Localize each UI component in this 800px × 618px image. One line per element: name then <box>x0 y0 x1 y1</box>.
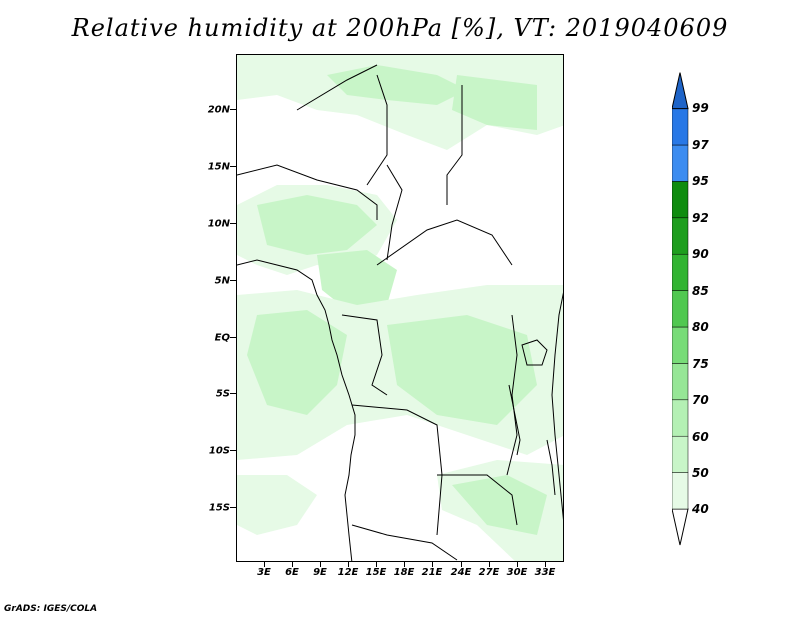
lat-label-5n: 5N <box>214 275 230 287</box>
colorbar-label-85: 85 <box>692 284 709 298</box>
colorbar <box>672 72 689 546</box>
lon-label-18e: 18E <box>393 567 415 578</box>
colorbar-label-97: 97 <box>692 138 709 152</box>
lon-label-9e: 9E <box>313 567 327 578</box>
lat-label-10n: 10N <box>207 218 230 230</box>
colorbar-label-80: 80 <box>692 320 709 334</box>
map-panel <box>236 54 564 562</box>
lon-label-30e: 30E <box>506 567 528 578</box>
colorbar-label-75: 75 <box>692 357 709 371</box>
humidity-area-west-core <box>257 195 377 255</box>
humidity-area-south-core <box>452 475 547 535</box>
country-borders <box>237 64 563 561</box>
colorbar-label-95: 95 <box>692 174 709 188</box>
lat-tick <box>230 337 236 338</box>
lon-label-3e: 3E <box>257 567 271 578</box>
colorbar-segment-85 <box>672 253 689 291</box>
lat-tick <box>230 450 236 451</box>
lat-label-20n: 20N <box>207 104 230 116</box>
border-egypt <box>446 85 463 205</box>
lat-label-5s: 5S <box>215 388 230 400</box>
colorbar-segment-95 <box>672 144 689 182</box>
colorbar-label-60: 60 <box>692 430 709 444</box>
colorbar-segment-50 <box>672 435 689 473</box>
colorbar-segment-90 <box>672 217 689 255</box>
lon-label-27e: 27E <box>478 567 500 578</box>
lon-label-15e: 15E <box>365 567 387 578</box>
lon-tick <box>461 562 462 567</box>
border-congo <box>341 314 388 396</box>
border-angola <box>351 404 443 536</box>
lon-tick <box>404 562 405 567</box>
humidity-area-southwest <box>237 475 317 535</box>
border-chad-north <box>366 74 388 186</box>
coastline-west-africa <box>237 259 356 561</box>
border-libya <box>296 64 378 111</box>
humidity-area-congo <box>387 315 537 425</box>
lon-tick <box>489 562 490 567</box>
humidity-area-central-core <box>247 310 347 415</box>
lon-tick <box>264 562 265 567</box>
lon-tick <box>545 562 546 567</box>
lon-label-6e: 6E <box>285 567 299 578</box>
colorbar-label-90: 90 <box>692 247 709 261</box>
colorbar-segment-97 <box>672 108 689 146</box>
coastline-east-africa <box>551 292 563 521</box>
colorbar-segment-80 <box>672 290 689 328</box>
lon-label-21e: 21E <box>421 567 443 578</box>
lat-tick <box>230 166 236 167</box>
colorbar-label-40: 40 <box>692 502 709 516</box>
lon-label-24e: 24E <box>450 567 472 578</box>
colorbar-label-92: 92 <box>692 211 709 225</box>
lon-label-33e: 33E <box>534 567 556 578</box>
colorbar-segment-75 <box>672 326 689 364</box>
colorbar-label-50: 50 <box>692 466 709 480</box>
humidity-shading <box>237 55 563 561</box>
lake-malawi <box>546 439 556 496</box>
lat-label-eq: EQ <box>214 332 230 344</box>
lat-tick <box>230 223 236 224</box>
colorbar-segment-40 <box>672 472 689 510</box>
lon-tick <box>320 562 321 567</box>
grads-credit: GrADS: IGES/COLA <box>4 604 98 614</box>
border-car <box>376 219 513 266</box>
humidity-area-north-core <box>327 65 467 105</box>
lon-tick <box>432 562 433 567</box>
lat-tick <box>230 109 236 110</box>
humidity-map <box>237 55 563 561</box>
lat-tick <box>230 280 236 281</box>
border-drc-east <box>506 314 518 476</box>
colorbar-segment-92 <box>672 181 689 219</box>
colorbar-label-99: 99 <box>692 101 709 115</box>
lon-tick <box>348 562 349 567</box>
lon-tick <box>517 562 518 567</box>
colorbar-label-70: 70 <box>692 393 709 407</box>
lat-label-10s: 10S <box>208 445 230 457</box>
lat-tick <box>230 507 236 508</box>
chart-title: Relative humidity at 200hPa [%], VT: 201… <box>71 14 729 42</box>
lat-tick <box>230 393 236 394</box>
lon-tick <box>376 562 377 567</box>
colorbar-segment-60 <box>672 399 689 437</box>
border-namibia <box>351 524 458 561</box>
border-sahel <box>237 164 378 220</box>
colorbar-segment-70 <box>672 363 689 401</box>
colorbar-segment-above-99 <box>672 72 689 110</box>
border-chad-sudan <box>386 164 403 261</box>
lake-tanganyika <box>508 384 521 456</box>
lat-label-15s: 15S <box>208 502 230 514</box>
lon-tick <box>292 562 293 567</box>
border-zambia <box>437 474 518 526</box>
lake-victoria <box>521 339 548 366</box>
colorbar-segment-below-40 <box>672 508 689 546</box>
lon-label-12e: 12E <box>337 567 359 578</box>
humidity-area-north-east <box>452 75 537 130</box>
lat-label-15n: 15N <box>207 161 230 173</box>
